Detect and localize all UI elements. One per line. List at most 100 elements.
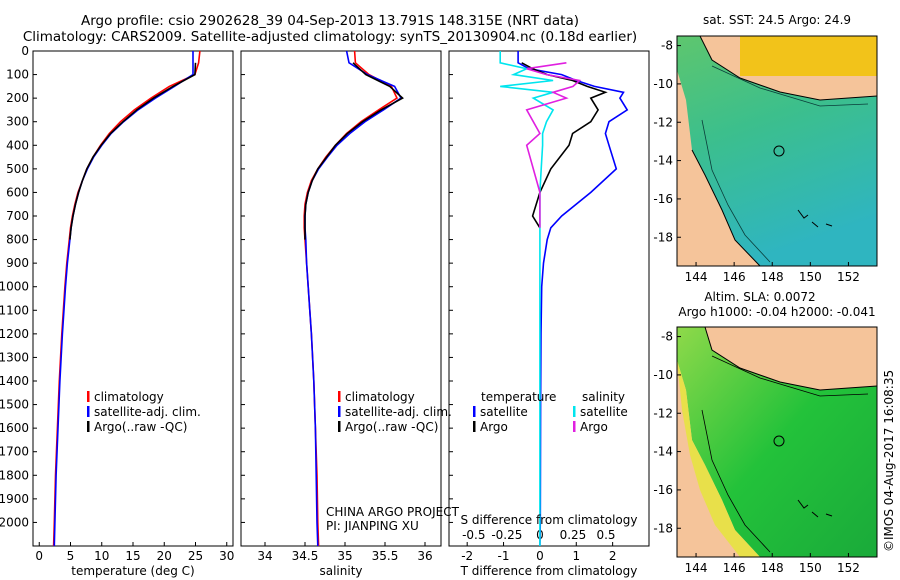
difference-top-tick-label: 0.25: [560, 528, 587, 542]
legend-label-climatology: climatology: [345, 390, 415, 404]
temperature-legend: climatology satellite-adj. clim. Argo(..…: [87, 390, 201, 434]
difference-top-tick-label: -0.25: [491, 528, 522, 542]
sla-map-y-tick-label: -18: [653, 521, 673, 535]
depth-tick-label: 900: [6, 256, 29, 270]
sst-map-x-tick-label: 152: [837, 270, 860, 284]
difference-top-tick-label: 0.5: [596, 528, 615, 542]
sla-map: [677, 327, 877, 557]
sst-map-northern-sea: [740, 36, 877, 76]
legend-label-satellite: satellite-adj. clim.: [345, 405, 452, 419]
salinity-x-tick-label: 34.5: [292, 549, 319, 563]
legend-swatch-satellite: [338, 406, 341, 417]
temperature-line-satellite: [53, 51, 194, 547]
legend-title-temperature: temperature: [481, 390, 556, 404]
depth-tick-label: 700: [6, 209, 29, 223]
sla-map-shelf-yellow: [677, 360, 760, 557]
legend-label-sal-satellite: satellite: [580, 405, 628, 419]
depth-tick-label: 2000: [0, 515, 29, 529]
legend-swatch-sal-satellite: [573, 406, 576, 417]
difference-xlabel-bottom: T difference from climatology: [460, 564, 638, 578]
legend-label-temp-argo: Argo: [480, 420, 508, 434]
temperature-x-tick-label: 5: [67, 549, 75, 563]
depth-tick-label: 1300: [0, 350, 29, 364]
salinity-x-tick-label: 36: [417, 549, 432, 563]
legend-swatch-satellite: [87, 406, 90, 417]
salinity-x-tick-label: 35: [337, 549, 352, 563]
chart-title-line1: Argo profile: csio 2902628_39 04-Sep-201…: [81, 13, 579, 29]
sla-map-y-tick-label: -10: [653, 368, 673, 382]
sst-map-y-tick-label: -8: [661, 39, 673, 53]
depth-tick-label: 200: [6, 91, 29, 105]
sla-map-frame: [676, 326, 878, 558]
sst-map-y-tick-label: -18: [653, 230, 673, 244]
sst-map: [677, 36, 877, 266]
temperature-line-climatology: [52, 50, 201, 547]
legend-label-temp-satellite: satellite: [480, 405, 528, 419]
salinity-line-satellite: [304, 50, 403, 547]
sst-map-x-tick-label: 148: [761, 270, 784, 284]
legend-swatch-temp-satellite: [473, 406, 476, 417]
sla-map-y-tick-label: -8: [661, 330, 673, 344]
difference-x-tick-label: -1: [498, 549, 510, 563]
depth-tick-label: 0: [21, 44, 29, 58]
depth-tick-label: 1000: [0, 280, 29, 294]
sla-map-x-tick-label: 150: [799, 561, 822, 575]
depth-tick-label: 1500: [0, 398, 29, 412]
depth-tick-label: 100: [6, 68, 29, 82]
legend-swatch-sal-argo: [573, 421, 576, 432]
legend-swatch-argo: [87, 421, 90, 432]
temperature-x-tick-label: 0: [35, 549, 43, 563]
difference-panel-frame: [448, 50, 650, 547]
depth-tick-label: 1700: [0, 445, 29, 459]
sla-map-title: Altim. SLA: 0.0072: [704, 290, 815, 304]
temperature-x-tick-label: 20: [157, 549, 172, 563]
sla-map-x-tick-label: 148: [761, 561, 784, 575]
depth-tick-label: 1400: [0, 374, 29, 388]
legend-label-climatology: climatology: [94, 390, 164, 404]
sla-map-y-tick-label: -14: [653, 445, 673, 459]
sst-map-y-tick-label: -10: [653, 77, 673, 91]
legend-label-satellite: satellite-adj. clim.: [94, 405, 201, 419]
sla-map-subtitle: Argo h1000: -0.04 h2000: -0.041: [678, 305, 875, 319]
sst-map-argo-marker: [773, 145, 785, 157]
legend-swatch-climatology: [87, 391, 90, 402]
sst-map-y-tick-label: -12: [653, 115, 673, 129]
sla-map-x-tick-label: 146: [723, 561, 746, 575]
depth-tick-label: 1600: [0, 421, 29, 435]
difference-xlabel-top: S difference from climatology: [461, 513, 638, 527]
depth-tick-label: 500: [6, 162, 29, 176]
salinity-line-argo: [304, 62, 404, 240]
sla-map-depth-contour: [701, 355, 869, 553]
legend-label-argo: Argo(..raw -QC): [345, 420, 438, 434]
sst-map-x-tick-label: 146: [723, 270, 746, 284]
legend-swatch-temp-argo: [473, 421, 476, 432]
sla-map-x-tick-label: 152: [837, 561, 860, 575]
sst-map-y-tick-label: -14: [653, 154, 673, 168]
annotation-project: CHINA ARGO PROJECT: [326, 505, 460, 519]
legend-label-argo: Argo(..raw -QC): [94, 420, 187, 434]
depth-tick-label: 600: [6, 185, 29, 199]
difference-line-sal-argo: [525, 62, 582, 228]
depth-tick-label: 1200: [0, 327, 29, 341]
salinity-x-tick-label: 35.5: [372, 549, 399, 563]
difference-line-sal-satellite: [499, 51, 555, 546]
difference-x-tick-label: 1: [572, 549, 580, 563]
difference-x-tick-label: -2: [461, 549, 473, 563]
sst-map-x-tick-label: 144: [685, 270, 708, 284]
annotation-pi: PI: JIANPING XU: [326, 519, 419, 533]
salinity-x-tick-label: 34: [257, 549, 272, 563]
temperature-line-argo: [69, 62, 197, 240]
imos-watermark: ©IMOS 04-Aug-2017 16:08:35: [882, 370, 896, 552]
depth-tick-label: 800: [6, 233, 29, 247]
sst-map-x-tick-label: 150: [799, 270, 822, 284]
sla-map-x-tick-label: 144: [685, 561, 708, 575]
sst-map-frame: [676, 35, 878, 267]
difference-top-tick-label: -0.5: [462, 528, 485, 542]
salinity-line-climatology: [303, 50, 399, 547]
chart-title-line2: Climatology: CARS2009. Satellite-adjuste…: [22, 29, 638, 45]
difference-legend: temperature salinity satellite Argo sate…: [473, 390, 628, 434]
sla-map-y-tick-label: -16: [653, 483, 673, 497]
temperature-x-tick-label: 30: [219, 549, 234, 563]
depth-tick-label: 1800: [0, 468, 29, 482]
